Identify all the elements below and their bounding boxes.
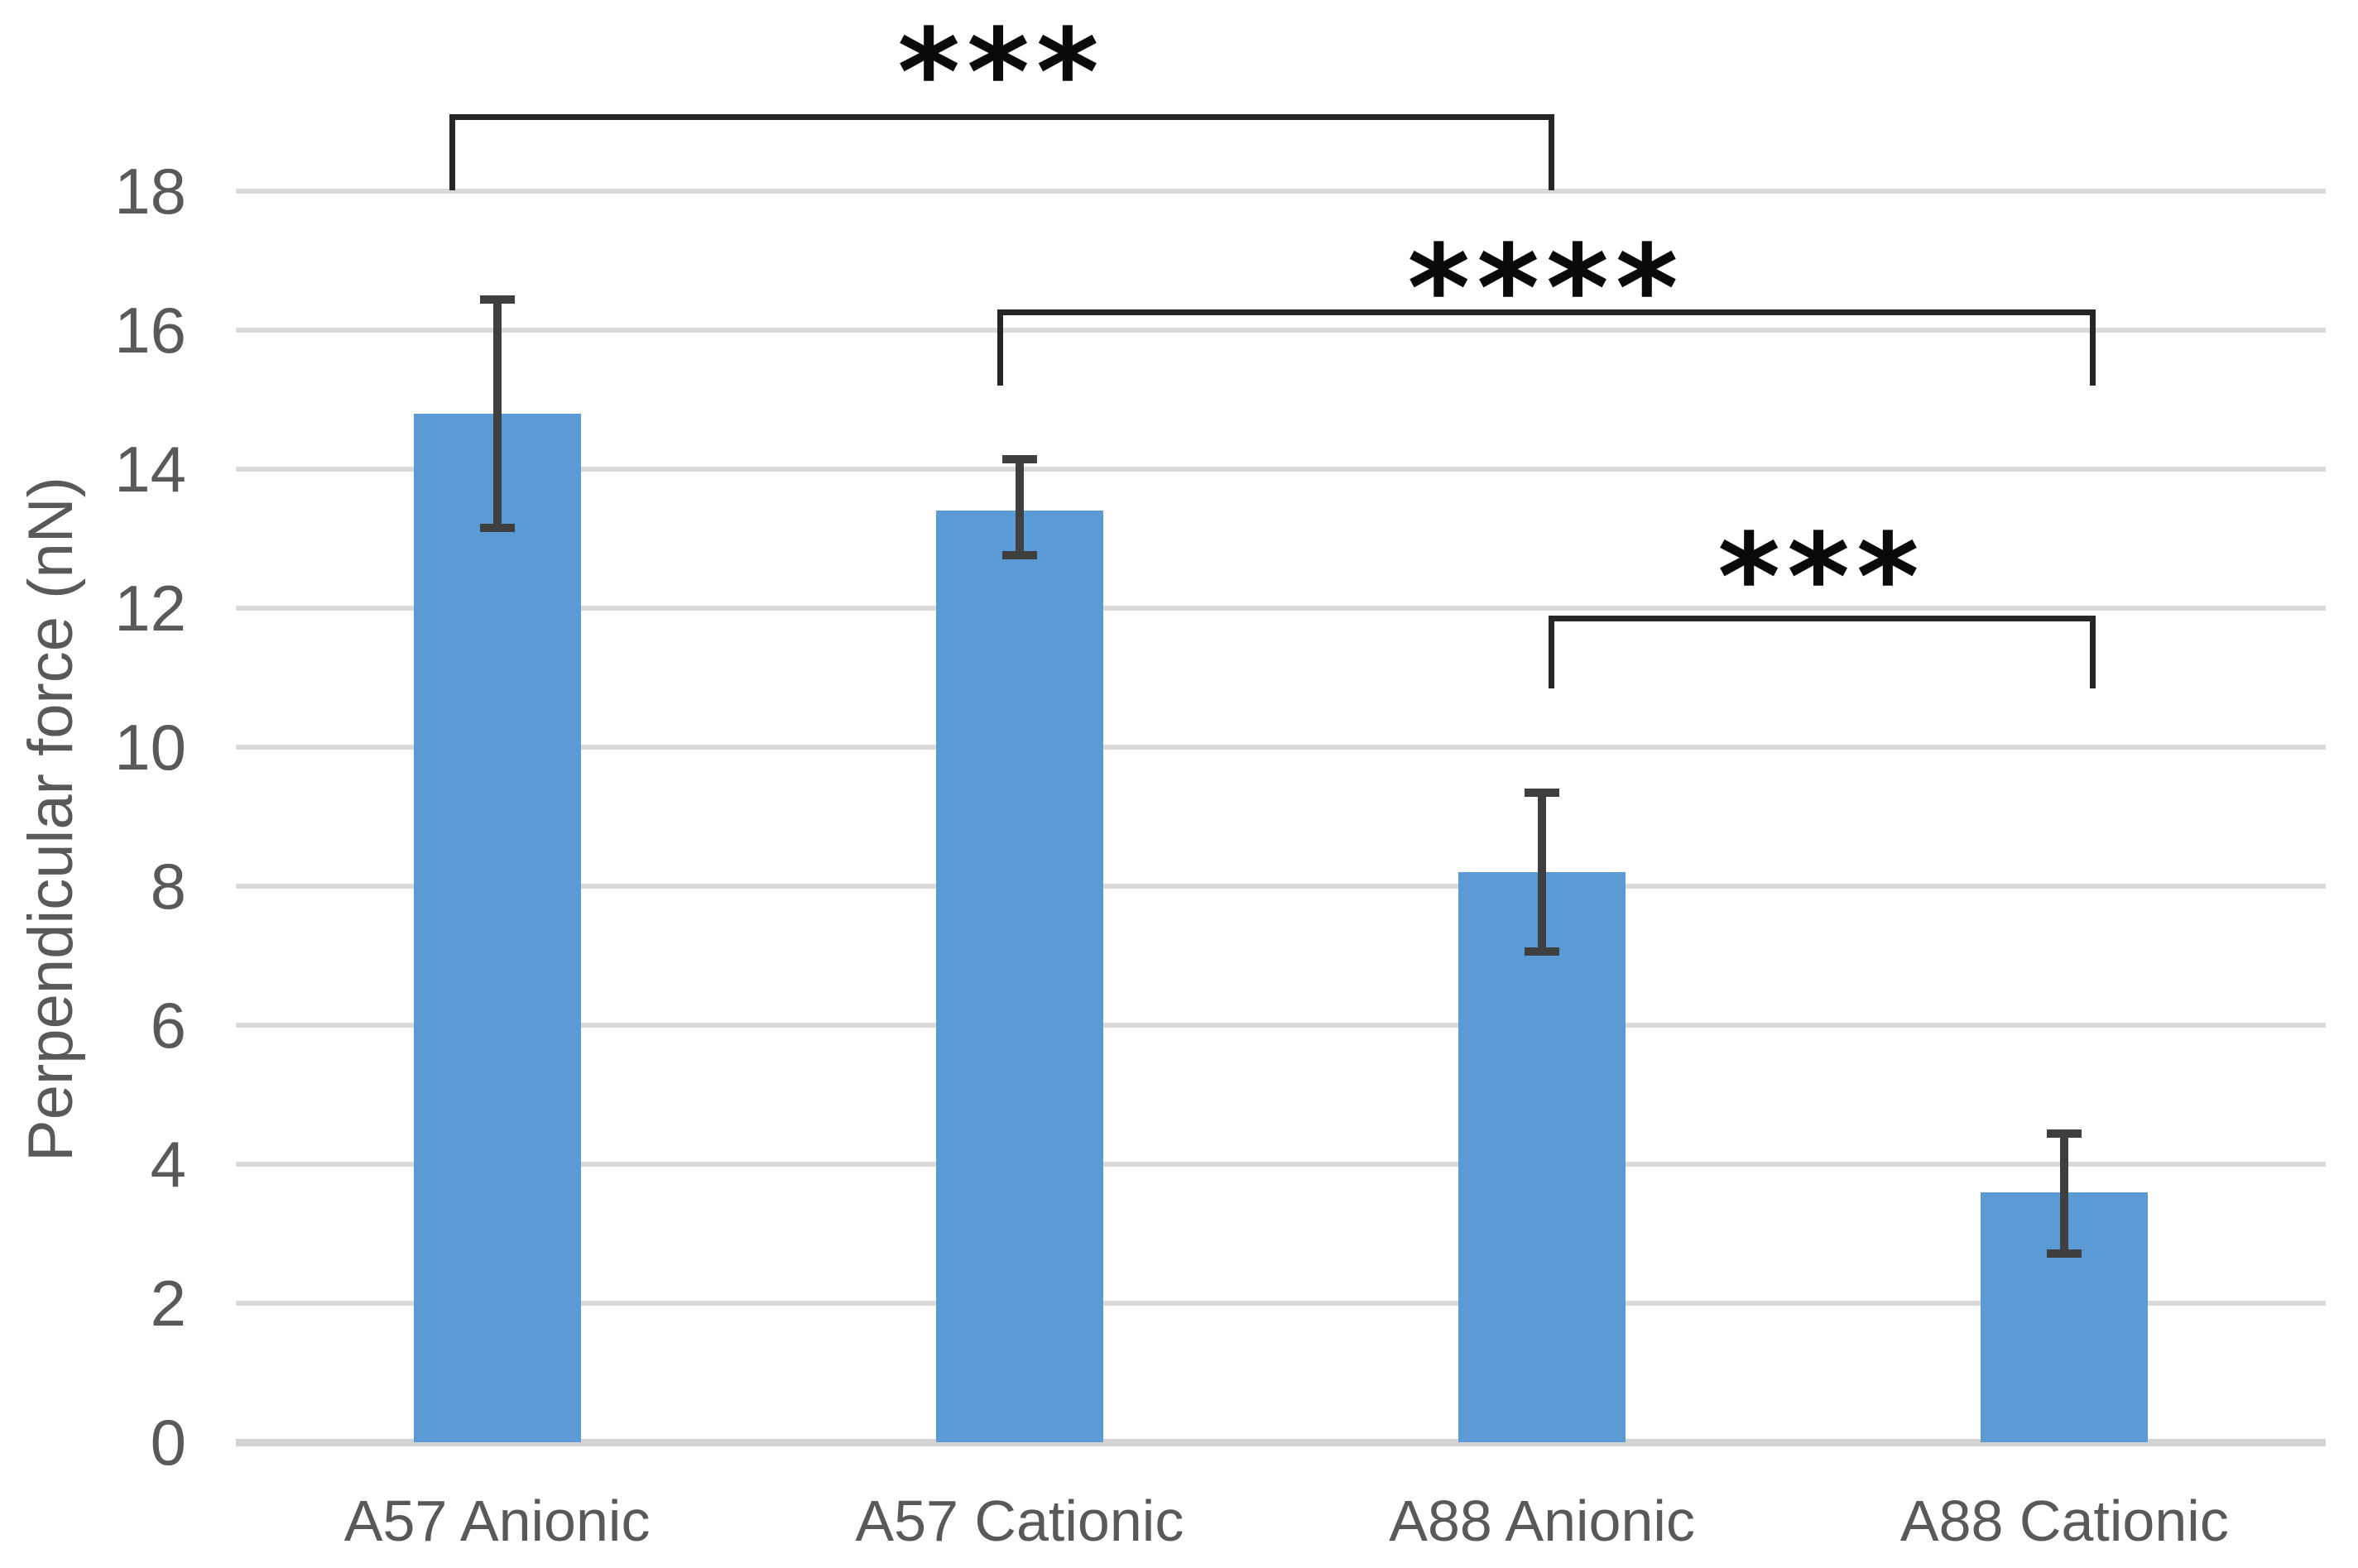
error-bar-a57-cationic xyxy=(1015,455,1024,560)
y-tick-label-4: 4 xyxy=(150,1128,186,1201)
error-bar-a88-cationic xyxy=(2060,1129,2069,1259)
significance-bracket-3-left-leg xyxy=(1549,616,1554,688)
bar-a88-anionic xyxy=(1458,872,1626,1442)
gridline-y2 xyxy=(236,1301,2326,1306)
significance-bracket-1 xyxy=(449,114,1554,120)
y-tick-label-18: 18 xyxy=(114,155,186,228)
gridline-y4 xyxy=(236,1162,2326,1167)
gridline-y16 xyxy=(236,328,2326,333)
significance-bracket-1-left-leg xyxy=(449,114,455,190)
bar-a57-anionic xyxy=(413,413,581,1442)
error-bar-lower-cap-a57-cationic xyxy=(1001,551,1037,560)
error-bar-upper-cap-a57-anionic xyxy=(479,295,515,304)
gridline-y6 xyxy=(236,1023,2326,1028)
gridline-y10 xyxy=(236,745,2326,750)
significance-bracket-3 xyxy=(1549,616,2096,621)
gridline-y12 xyxy=(236,606,2326,611)
x-axis-line xyxy=(236,1439,2326,1446)
error-bar-lower-cap-a57-anionic xyxy=(479,523,515,532)
y-tick-label-14: 14 xyxy=(114,433,186,506)
x-category-label-a57-anionic: A57 Anionic xyxy=(343,1489,651,1553)
y-tick-label-0: 0 xyxy=(150,1406,186,1479)
significance-asterisks-1: *** xyxy=(897,3,1106,143)
y-tick-label-8: 8 xyxy=(150,850,186,923)
error-bar-a88-anionic xyxy=(1538,789,1547,956)
significance-asterisks-2: **** xyxy=(1407,219,1685,359)
significance-asterisks-3: *** xyxy=(1717,508,1926,648)
significance-bracket-3-right-leg xyxy=(2090,616,2096,688)
error-bar-a57-anionic xyxy=(492,295,502,532)
x-category-label-a88-cationic: A88 Cationic xyxy=(1899,1489,2229,1553)
error-bar-lower-cap-a88-anionic xyxy=(1525,947,1560,956)
y-tick-label-10: 10 xyxy=(114,711,186,784)
gridline-y14 xyxy=(236,467,2326,472)
error-bar-upper-cap-a57-cationic xyxy=(1001,455,1037,464)
gridline-y8 xyxy=(236,884,2326,889)
y-tick-label-6: 6 xyxy=(150,989,186,1062)
x-category-label-a88-anionic: A88 Anionic xyxy=(1389,1489,1695,1553)
significance-bracket-2-right-leg xyxy=(2090,309,2096,386)
error-bar-lower-cap-a88-cationic xyxy=(2047,1249,2082,1259)
y-tick-label-2: 2 xyxy=(150,1267,186,1340)
significance-bracket-2 xyxy=(997,309,2096,315)
error-bar-upper-cap-a88-cationic xyxy=(2047,1129,2082,1138)
y-tick-label-12: 12 xyxy=(114,572,186,645)
significance-bracket-1-right-leg xyxy=(1549,114,1554,190)
gridline-y18 xyxy=(236,189,2326,194)
y-tick-label-16: 16 xyxy=(114,294,186,367)
bar-a57-cationic xyxy=(935,511,1103,1442)
significance-bracket-2-left-leg xyxy=(997,309,1003,386)
error-bar-upper-cap-a88-anionic xyxy=(1525,789,1560,798)
x-category-label-a57-cationic: A57 Cationic xyxy=(855,1489,1184,1553)
